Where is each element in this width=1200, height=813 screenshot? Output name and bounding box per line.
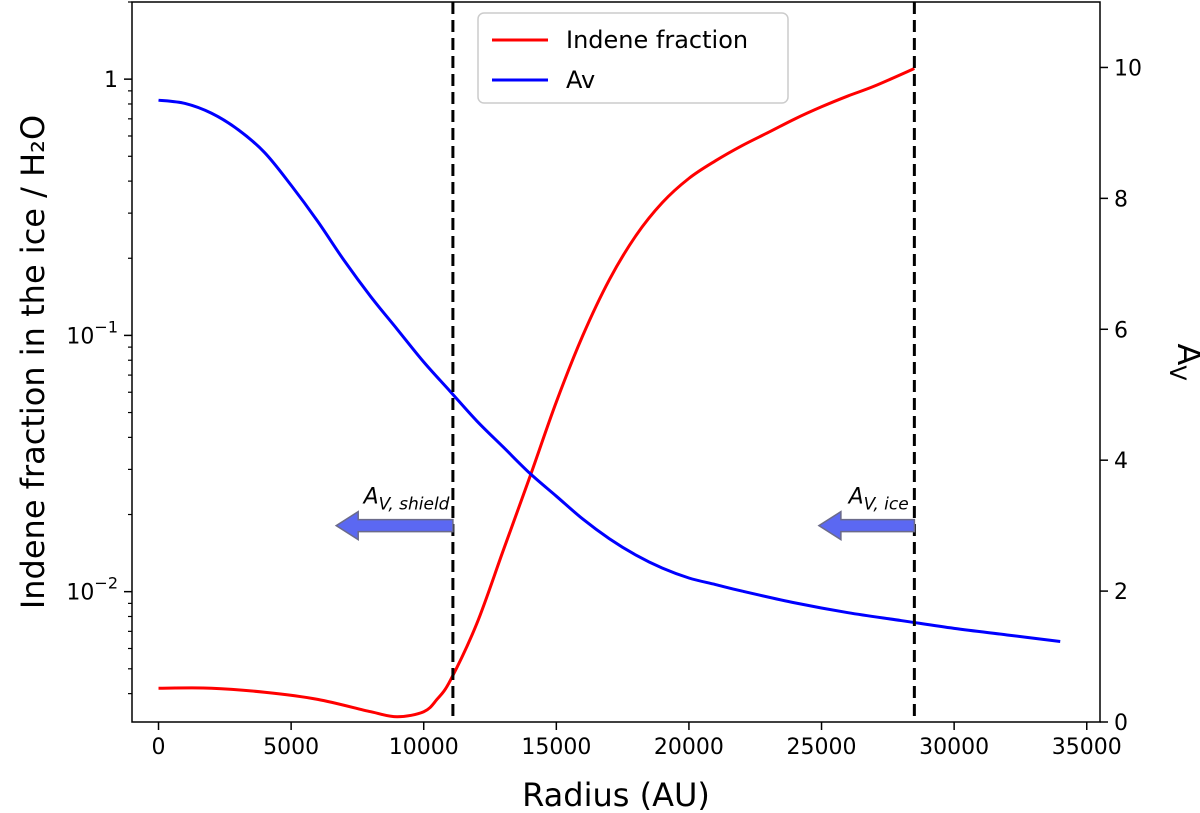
y-right-axis-label: AV bbox=[1164, 344, 1200, 381]
y-right-tick-label-6: 6 bbox=[1114, 318, 1128, 343]
y-left-axis: 10−2 10−1 1 bbox=[66, 1, 132, 695]
y-right-tick-label-4: 4 bbox=[1114, 449, 1128, 474]
annotation-label-1: AV, ice bbox=[847, 485, 909, 515]
plot-area: AV, shield AV, ice bbox=[131, 1, 1101, 723]
series-line-indene-fraction bbox=[158, 67, 915, 719]
x-tick-label-30000: 30000 bbox=[919, 735, 989, 760]
annotation-arrow-1 bbox=[817, 510, 916, 541]
x-tick-label-15000: 15000 bbox=[521, 735, 591, 760]
legend: Indene fraction Av bbox=[477, 12, 789, 104]
x-tick-label-25000: 25000 bbox=[787, 735, 857, 760]
annotation-arrow-0 bbox=[334, 510, 454, 541]
legend-box bbox=[477, 12, 789, 104]
x-tick-label-0: 0 bbox=[152, 735, 166, 760]
annotation-label-0: AV, shield bbox=[362, 485, 450, 515]
plot-frame bbox=[131, 1, 1101, 723]
y-right-label-main: A bbox=[1170, 344, 1200, 366]
x-tick-label-35000: 35000 bbox=[1052, 735, 1122, 760]
y-right-tick-label-10: 10 bbox=[1114, 56, 1142, 81]
x-tick-label-5000: 5000 bbox=[263, 735, 319, 760]
x-tick-label-20000: 20000 bbox=[654, 735, 724, 760]
y-right-tick-label-8: 8 bbox=[1114, 187, 1128, 212]
legend-label-av: Av bbox=[566, 66, 595, 94]
y-left-tick-label-2: 1 bbox=[104, 68, 118, 93]
y-left-tick-label-0: 10−2 bbox=[66, 574, 118, 606]
x-axis: 0 5000 10000 15000 20000 25000 30000 35000 bbox=[152, 722, 1122, 760]
series-line-av bbox=[158, 98, 1061, 643]
annotation-layer: AV, shield AV, ice bbox=[334, 485, 916, 541]
y-right-tick-label-2: 2 bbox=[1114, 580, 1128, 605]
y-left-axis-label: Indene fraction in the ice / H₂O bbox=[14, 115, 52, 609]
x-tick-label-10000: 10000 bbox=[389, 735, 459, 760]
y-right-axis: 0 2 4 6 8 10 bbox=[1100, 56, 1142, 736]
y-left-tick-label-1: 10−1 bbox=[66, 317, 118, 349]
series-layer bbox=[158, 67, 1061, 719]
vline-layer bbox=[451, 2, 916, 722]
x-axis-label: Radius (AU) bbox=[522, 776, 710, 813]
y-right-tick-label-0: 0 bbox=[1114, 711, 1128, 736]
legend-label-indene: Indene fraction bbox=[566, 26, 748, 54]
y-right-label-sub: V bbox=[1164, 365, 1189, 380]
